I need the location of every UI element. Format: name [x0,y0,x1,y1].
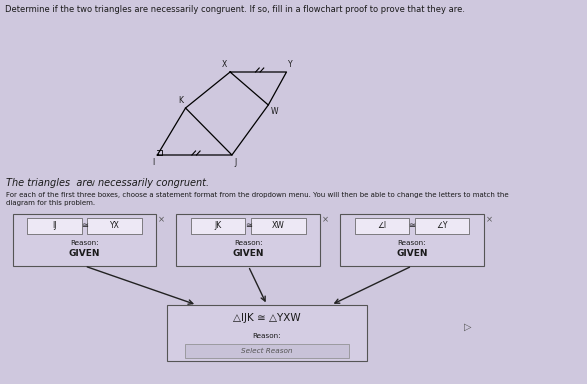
Text: ×: × [158,215,166,224]
Text: The triangles  are: The triangles are [6,178,93,188]
Text: diagram for this problem.: diagram for this problem. [6,200,96,206]
FancyBboxPatch shape [27,218,82,234]
Text: ≅: ≅ [245,222,252,230]
FancyBboxPatch shape [87,218,142,234]
FancyBboxPatch shape [191,218,245,234]
FancyBboxPatch shape [167,305,367,361]
Text: △IJK ≅ △YXW: △IJK ≅ △YXW [233,313,301,323]
Text: Reason:: Reason: [70,240,99,246]
Text: GIVEN: GIVEN [396,249,428,258]
Text: JK: JK [214,222,222,230]
Text: W: W [271,107,278,116]
Text: I: I [153,158,154,167]
Text: Determine if the two triangles are necessarily congruent. If so, fill in a flowc: Determine if the two triangles are neces… [5,5,465,14]
Text: ▷: ▷ [464,322,471,332]
Text: necessarily congruent.: necessarily congruent. [98,178,210,188]
Text: X: X [222,60,227,69]
Text: ∠I: ∠I [377,222,386,230]
Text: ×: × [322,215,329,224]
Text: Reason:: Reason: [397,240,426,246]
FancyBboxPatch shape [13,214,156,266]
Text: Select Reason: Select Reason [241,348,293,354]
Text: K: K [178,96,184,105]
Text: ×: × [485,215,492,224]
Text: For each of the first three boxes, choose a statement format from the dropdown m: For each of the first three boxes, choos… [6,192,509,198]
FancyBboxPatch shape [340,214,484,266]
Text: ≅: ≅ [81,222,88,230]
Text: Reason:: Reason: [234,240,262,246]
Text: GIVEN: GIVEN [69,249,100,258]
Text: XW: XW [272,222,285,230]
FancyBboxPatch shape [251,218,306,234]
Text: YX: YX [110,222,120,230]
Text: GIVEN: GIVEN [232,249,264,258]
Text: ≅: ≅ [409,222,416,230]
FancyBboxPatch shape [415,218,470,234]
FancyBboxPatch shape [185,344,349,358]
Text: IJ: IJ [52,222,57,230]
Text: J: J [235,158,237,167]
Text: Reason:: Reason: [252,333,281,339]
FancyBboxPatch shape [177,214,320,266]
Text: ∠Y: ∠Y [436,222,448,230]
Text: ∨: ∨ [89,178,96,188]
Text: Y: Y [288,60,293,69]
FancyBboxPatch shape [355,218,409,234]
